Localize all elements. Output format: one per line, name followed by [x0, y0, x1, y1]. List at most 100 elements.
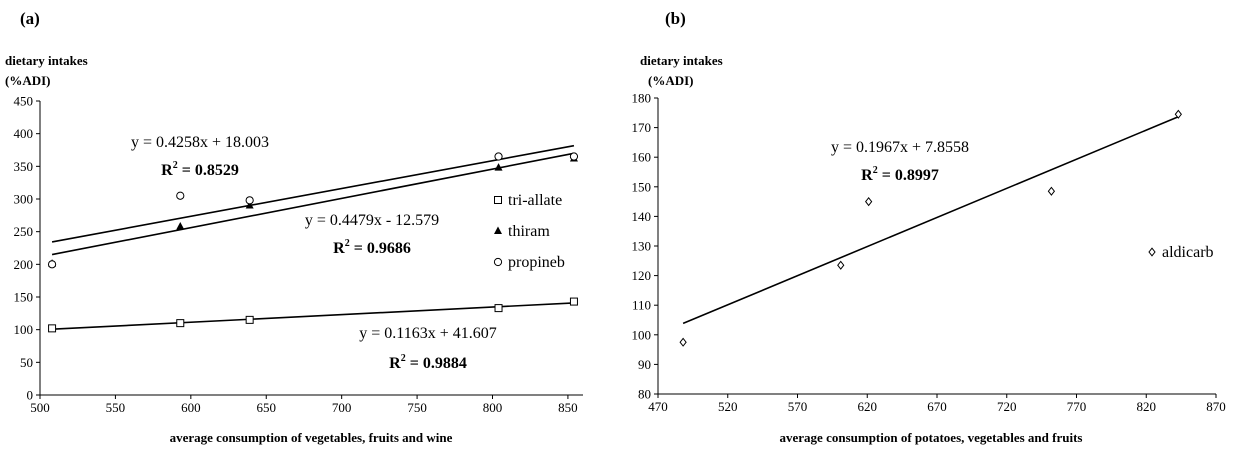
- series-aldicarb: y = 0.1967x + 7.8558 R2 = 0.8997: [679, 109, 1182, 347]
- panel-label: (b): [665, 9, 686, 28]
- trendline-equation: y = 0.4258x + 18.003: [131, 134, 269, 151]
- x-tick-label: 700: [332, 400, 352, 415]
- x-tick-label: 670: [927, 399, 947, 414]
- legend-label: aldicarb: [1162, 244, 1214, 261]
- y-tick-label: 150: [632, 179, 652, 194]
- x-tick-label: 620: [858, 399, 878, 414]
- data-point-tri-allate: [494, 304, 503, 313]
- x-tick-label: 750: [407, 400, 427, 415]
- y-tick-label: 250: [14, 224, 34, 239]
- y-axis-label: dietary intakes: [640, 53, 723, 68]
- x-tick-label: 470: [648, 399, 668, 414]
- panel-label: (a): [20, 9, 40, 28]
- x-tick-label: 820: [1137, 399, 1157, 414]
- x-tick-label: 500: [30, 400, 50, 415]
- y-tick-label: 0: [27, 388, 34, 403]
- r-squared-value: = 0.9686: [350, 240, 411, 257]
- r-squared-superscript: 2: [345, 238, 350, 249]
- r-squared-superscript: 2: [401, 353, 406, 364]
- x-tick-label: 870: [1206, 399, 1226, 414]
- x-axis-label: average consumption of vegetables, fruit…: [170, 430, 453, 445]
- legend-label: propineb: [508, 254, 565, 271]
- r-squared-superscript: 2: [873, 165, 878, 176]
- data-point-tri-allate: [245, 315, 254, 324]
- panel-a-chart: (a) dietary intakes (%ADI) average consumpt…: [5, 9, 583, 445]
- y-tick-label: 180: [632, 91, 652, 106]
- y-tick-label: 400: [14, 126, 34, 141]
- data-point-propineb: [176, 191, 185, 200]
- x-axis-label: average consumption of potatoes, vegetab…: [780, 430, 1083, 445]
- y-tick-label: 450: [14, 94, 34, 109]
- y-tick-label: 110: [632, 298, 651, 313]
- trendline-equation: y = 0.4479x - 12.579: [305, 212, 439, 229]
- x-tick-label: 600: [181, 400, 201, 415]
- x-tick-label: 550: [106, 400, 126, 415]
- x-tick-label: 570: [788, 399, 808, 414]
- y-axis-label-unit: (%ADI): [5, 73, 51, 88]
- x-tick-label: 800: [483, 400, 503, 415]
- x-tick-label: 520: [718, 399, 738, 414]
- data-point-propineb: [569, 152, 579, 161]
- r-squared-symbol: R: [861, 167, 873, 184]
- y-tick-label: 120: [632, 268, 652, 283]
- y-tick-label: 300: [14, 192, 34, 207]
- y-tick-label: 350: [14, 159, 34, 174]
- data-point-aldicarb: [1047, 186, 1056, 196]
- data-point-thiram: [494, 163, 503, 171]
- r-squared-value: = 0.8529: [178, 162, 239, 179]
- r-squared-label: R2 = 0.9884: [389, 353, 467, 372]
- trend-line-tri-allate: [52, 302, 574, 331]
- y-tick-label: 160: [632, 150, 652, 165]
- r-squared-value: = 0.8997: [878, 167, 939, 184]
- trendline-equation: y = 0.1967x + 7.8558: [831, 139, 969, 156]
- data-point-thiram: [176, 221, 185, 230]
- r-squared-symbol: R: [333, 240, 345, 257]
- panel-b-chart: (b) dietary intakes (%ADI) average consumpt…: [632, 9, 1226, 445]
- y-tick-label: 150: [14, 290, 34, 305]
- y-tick-label: 100: [14, 322, 34, 337]
- data-point-propineb: [47, 260, 57, 269]
- series-tri-allate: y = 0.1163x + 41.607 R2 = 0.9884: [48, 297, 578, 372]
- legend-marker-thiram: [494, 226, 502, 234]
- data-point-tri-allate: [48, 324, 57, 333]
- data-point-aldicarb: [865, 196, 873, 207]
- data-point-tri-allate: [569, 297, 578, 306]
- legend: aldicarb: [1148, 244, 1214, 261]
- legend-marker-propineb: [493, 257, 503, 267]
- y-tick-label: 100: [632, 327, 652, 342]
- x-tick-label: 650: [257, 400, 277, 415]
- r-squared-value: = 0.9884: [406, 355, 467, 372]
- y-tick-label: 140: [632, 209, 652, 224]
- x-tick-label: 770: [1067, 399, 1087, 414]
- trend-line-thiram: [51, 152, 575, 256]
- legend-marker-aldicarb: [1148, 247, 1156, 257]
- data-point-aldicarb: [837, 260, 845, 270]
- r-squared-label: R2 = 0.8529: [161, 160, 239, 179]
- y-tick-label: 50: [20, 355, 33, 370]
- x-tick-label: 720: [997, 399, 1017, 414]
- y-tick-label: 80: [638, 387, 651, 402]
- r-squared-label: R2 = 0.8997: [861, 165, 939, 184]
- r-squared-superscript: 2: [173, 160, 178, 171]
- trendline-equation: y = 0.1163x + 41.607: [359, 325, 496, 342]
- legend-marker-tri-allate: [494, 196, 502, 204]
- y-axis-label: dietary intakes: [5, 53, 88, 68]
- trend-line-aldicarb: [682, 115, 1179, 325]
- data-point-aldicarb: [1174, 109, 1182, 119]
- trend-line-propineb: [51, 144, 575, 243]
- r-squared-label: R2 = 0.9686: [333, 238, 411, 257]
- data-point-aldicarb: [679, 337, 687, 347]
- data-point-propineb: [245, 196, 254, 205]
- y-axis-label-unit: (%ADI): [648, 73, 694, 88]
- x-tick-label: 850: [558, 400, 578, 415]
- r-squared-symbol: R: [389, 355, 401, 372]
- r-squared-symbol: R: [161, 162, 173, 179]
- data-point-propineb: [494, 152, 503, 161]
- legend-label: thiram: [508, 223, 550, 240]
- y-tick-label: 130: [632, 239, 652, 254]
- y-tick-label: 170: [632, 120, 652, 135]
- data-point-tri-allate: [176, 319, 185, 328]
